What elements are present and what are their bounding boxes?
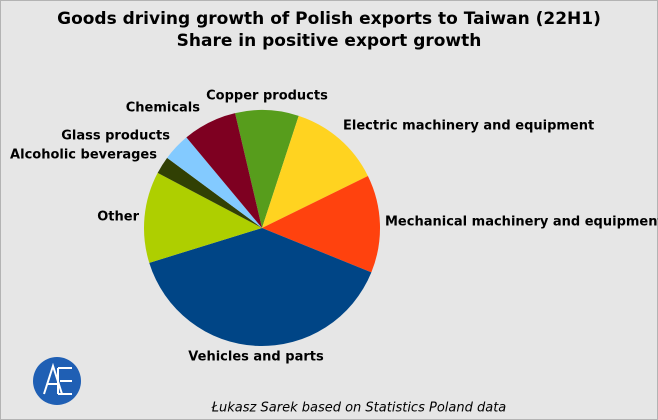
logo bbox=[33, 357, 81, 405]
slice-label: Electric machinery and equipment bbox=[343, 119, 594, 134]
pie-slice bbox=[167, 137, 262, 228]
pie-slice bbox=[157, 157, 262, 228]
pie-slice bbox=[149, 228, 372, 347]
pie-slice bbox=[262, 115, 368, 228]
pie-slice bbox=[186, 113, 262, 228]
slice-label: Other bbox=[97, 210, 139, 225]
pie-slice bbox=[144, 172, 262, 263]
pie-slice bbox=[235, 109, 299, 228]
source-note: Łukasz Sarek based on Statistics Poland … bbox=[211, 401, 507, 416]
slice-label: Chemicals bbox=[126, 101, 201, 116]
slice-label: Copper products bbox=[206, 89, 328, 104]
slice-label: Vehicles and parts bbox=[188, 350, 324, 365]
slice-label: Glass products bbox=[61, 129, 170, 144]
chart-title: Goods driving growth of Polish exports t… bbox=[57, 9, 601, 29]
chart-subtitle: Share in positive export growth bbox=[177, 31, 482, 51]
pie-slice bbox=[262, 175, 380, 273]
slice-label: Alcoholic beverages bbox=[10, 148, 157, 163]
slice-label: Mechanical machinery and equipment bbox=[385, 215, 658, 230]
